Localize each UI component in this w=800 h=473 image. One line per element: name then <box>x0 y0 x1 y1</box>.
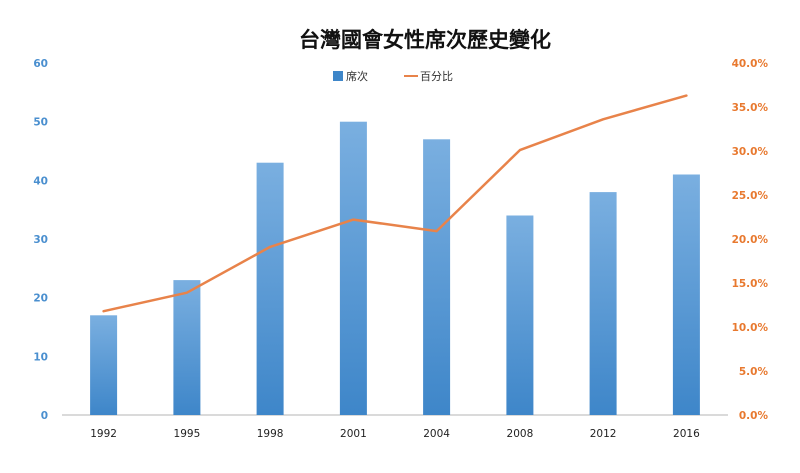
left-tick-label: 10 <box>33 351 48 363</box>
x-tick-label: 2001 <box>340 428 367 440</box>
line-series <box>102 94 688 313</box>
legend: 席次 百分比 <box>333 69 453 83</box>
bar-1998 <box>256 162 284 415</box>
left-tick-label: 50 <box>33 117 48 129</box>
x-tick-label: 1992 <box>90 428 117 440</box>
right-tick-label: 0.0% <box>739 410 769 422</box>
bar-2012 <box>589 192 617 415</box>
line-percentage <box>102 94 688 313</box>
legend-label-line: 百分比 <box>420 70 453 83</box>
left-tick-label: 30 <box>33 234 48 246</box>
bar-2004 <box>423 139 451 416</box>
left-axis-ticks: 0 10 20 30 40 50 60 <box>33 58 48 422</box>
x-tick-label: 2012 <box>590 428 617 440</box>
right-tick-label: 30.0% <box>732 146 769 158</box>
legend-swatch-bar <box>333 71 343 81</box>
right-tick-label: 40.0% <box>732 58 769 70</box>
x-axis-ticks: 1992 1995 1998 2001 2004 2008 2012 2016 <box>90 428 700 440</box>
x-tick-label: 2008 <box>507 428 534 440</box>
bar-2008 <box>506 215 534 415</box>
right-tick-label: 10.0% <box>732 322 769 334</box>
bar-1995 <box>173 280 201 415</box>
x-tick-label: 2004 <box>423 428 450 440</box>
x-tick-label: 1998 <box>257 428 284 440</box>
right-tick-label: 20.0% <box>732 234 769 246</box>
left-tick-label: 20 <box>33 293 48 305</box>
right-tick-label: 35.0% <box>732 102 769 114</box>
left-tick-label: 60 <box>33 58 48 70</box>
left-tick-label: 40 <box>33 175 48 187</box>
right-axis-ticks: 0.0% 5.0% 10.0% 15.0% 20.0% 25.0% 30.0% 35.0% 40… <box>732 58 769 422</box>
left-tick-label: 0 <box>41 410 48 422</box>
chart-title: 台灣國會女性席次歷史變化 <box>299 28 551 52</box>
x-tick-label: 2016 <box>673 428 700 440</box>
x-tick-label: 1995 <box>174 428 201 440</box>
right-tick-label: 25.0% <box>732 190 769 202</box>
right-tick-label: 5.0% <box>739 366 769 378</box>
right-tick-label: 15.0% <box>732 278 769 290</box>
bar-1992 <box>90 315 118 415</box>
bar-2016 <box>672 174 700 415</box>
legend-label-bar: 席次 <box>346 69 368 83</box>
bar-2001 <box>339 121 367 415</box>
bar-series <box>90 121 700 416</box>
